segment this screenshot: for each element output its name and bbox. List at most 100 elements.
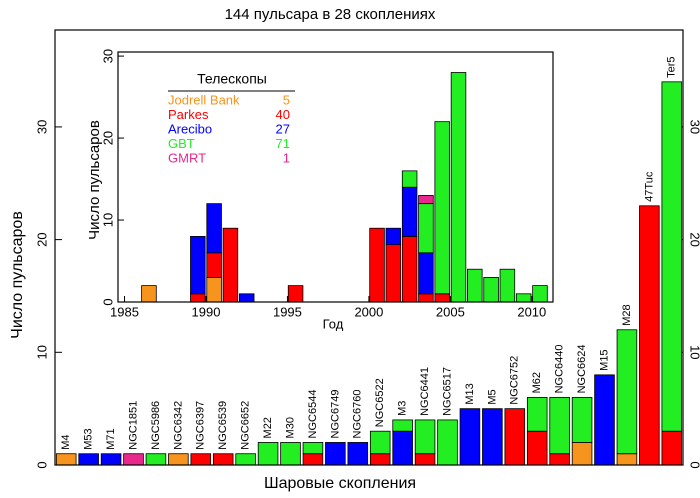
y-tick-label: 10 <box>34 345 49 359</box>
category-label: NGC6544 <box>307 390 319 439</box>
bar-segment <box>401 236 418 303</box>
bar-segment <box>414 419 436 455</box>
bar-segment <box>222 227 239 303</box>
bar-segment <box>369 453 391 466</box>
bar-segment <box>257 442 279 466</box>
bar-segment <box>401 186 418 237</box>
bar-segment <box>369 430 391 455</box>
bar-segment <box>418 195 434 205</box>
inset-frame <box>117 51 554 303</box>
bar-segment <box>145 453 167 466</box>
x-axis-label: Год <box>323 316 344 331</box>
bar-segment <box>661 81 683 432</box>
y-tick-label: 0 <box>100 298 115 305</box>
legend-label: GMRT <box>168 150 206 165</box>
category-label: NGC6517 <box>441 367 453 416</box>
bar-segment <box>483 277 499 303</box>
bar-segment <box>206 252 222 278</box>
category-label: M5 <box>486 389 498 404</box>
x-axis-label: Шаровые скопления <box>264 475 416 492</box>
x-tick-label: 1990 <box>192 304 221 319</box>
inset-background <box>118 52 553 302</box>
bar-segment <box>287 285 304 303</box>
legend-label: GBT <box>168 136 195 151</box>
bar-segment <box>515 293 532 303</box>
bar-segment <box>661 430 683 466</box>
category-label: M28 <box>621 304 633 325</box>
bar-segment <box>616 329 638 455</box>
x-tick-label: 1985 <box>110 304 139 319</box>
bar-segment <box>141 285 157 303</box>
legend-label: Arecibo <box>168 121 212 136</box>
legend-count: 71 <box>276 136 290 151</box>
chart-title: 144 пульсара в 28 скоплениях <box>225 6 436 23</box>
legend-label: Jodrell Bank <box>168 92 240 107</box>
category-label: NGC6441 <box>419 367 431 416</box>
x-tick-label: 2005 <box>436 304 465 319</box>
x-tick-label: 2010 <box>517 304 546 319</box>
category-label: NGC1851 <box>127 401 139 450</box>
category-label: NGC6652 <box>240 401 252 450</box>
bar-segment <box>639 205 660 466</box>
bar-segment <box>190 293 206 303</box>
legend-count: 40 <box>276 107 290 122</box>
bar-segment <box>499 268 516 303</box>
category-label: NGC6342 <box>172 401 184 450</box>
bar-segment <box>434 293 450 303</box>
y-axis-label: Число пульсаров <box>86 120 103 240</box>
bar-segment <box>190 236 206 295</box>
legend-count: 27 <box>276 121 290 136</box>
y-tick-label: 10 <box>100 213 115 227</box>
plot-frame <box>54 29 684 466</box>
bar-segment <box>385 227 402 246</box>
bar-segment <box>418 252 434 295</box>
category-label: M13 <box>464 383 476 404</box>
category-label: NGC6522 <box>374 378 386 427</box>
legend-count: 5 <box>283 92 290 107</box>
category-label: NGC6752 <box>509 356 521 405</box>
bar-segment <box>549 396 570 455</box>
category-label: M3 <box>397 401 409 416</box>
category-label: M30 <box>284 417 296 438</box>
category-label: NGC6760 <box>352 390 364 439</box>
y2-tick-label: 30 <box>688 120 700 134</box>
bar-segment <box>434 121 450 295</box>
category-label: NGC6624 <box>576 344 588 393</box>
legend-label: Parkes <box>168 107 209 122</box>
bar-segment <box>392 430 413 466</box>
bar-segment <box>100 453 122 466</box>
category-label: M62 <box>531 372 543 393</box>
category-label: M22 <box>262 417 274 438</box>
bar-segment <box>280 442 301 466</box>
bar-segment <box>418 293 434 303</box>
y-tick-label: 30 <box>34 120 49 134</box>
category-label: Ter5 <box>666 56 678 77</box>
bar-segment <box>482 408 503 466</box>
bar-segment <box>459 408 481 466</box>
bar-segment <box>392 419 413 432</box>
bar-segment <box>235 453 256 466</box>
y-axis-label: Число пульсаров <box>9 211 26 339</box>
bar-segment <box>437 419 458 466</box>
y-tick-label: 20 <box>100 131 115 145</box>
bar-segment <box>302 442 324 455</box>
y2-tick-label: 10 <box>688 345 700 359</box>
bar-segment <box>414 453 436 466</box>
bar-segment <box>571 396 593 443</box>
category-label: M71 <box>105 428 117 449</box>
bar-segment <box>571 442 593 466</box>
bar-segment <box>238 293 255 303</box>
bar-segment <box>369 227 385 303</box>
category-label: NGC6397 <box>195 401 207 450</box>
bar-segment <box>532 285 548 303</box>
category-label: M15 <box>598 349 610 370</box>
bar-segment <box>526 430 548 466</box>
category-label: NGC5986 <box>150 401 162 450</box>
category-label: NGC6749 <box>329 390 341 439</box>
y2-tick-label: 20 <box>688 232 700 246</box>
bar-segment <box>212 453 234 466</box>
category-label: M4 <box>60 434 72 449</box>
bar-segment <box>594 374 615 466</box>
bar-segment <box>55 453 77 466</box>
bar-segment <box>123 453 144 466</box>
